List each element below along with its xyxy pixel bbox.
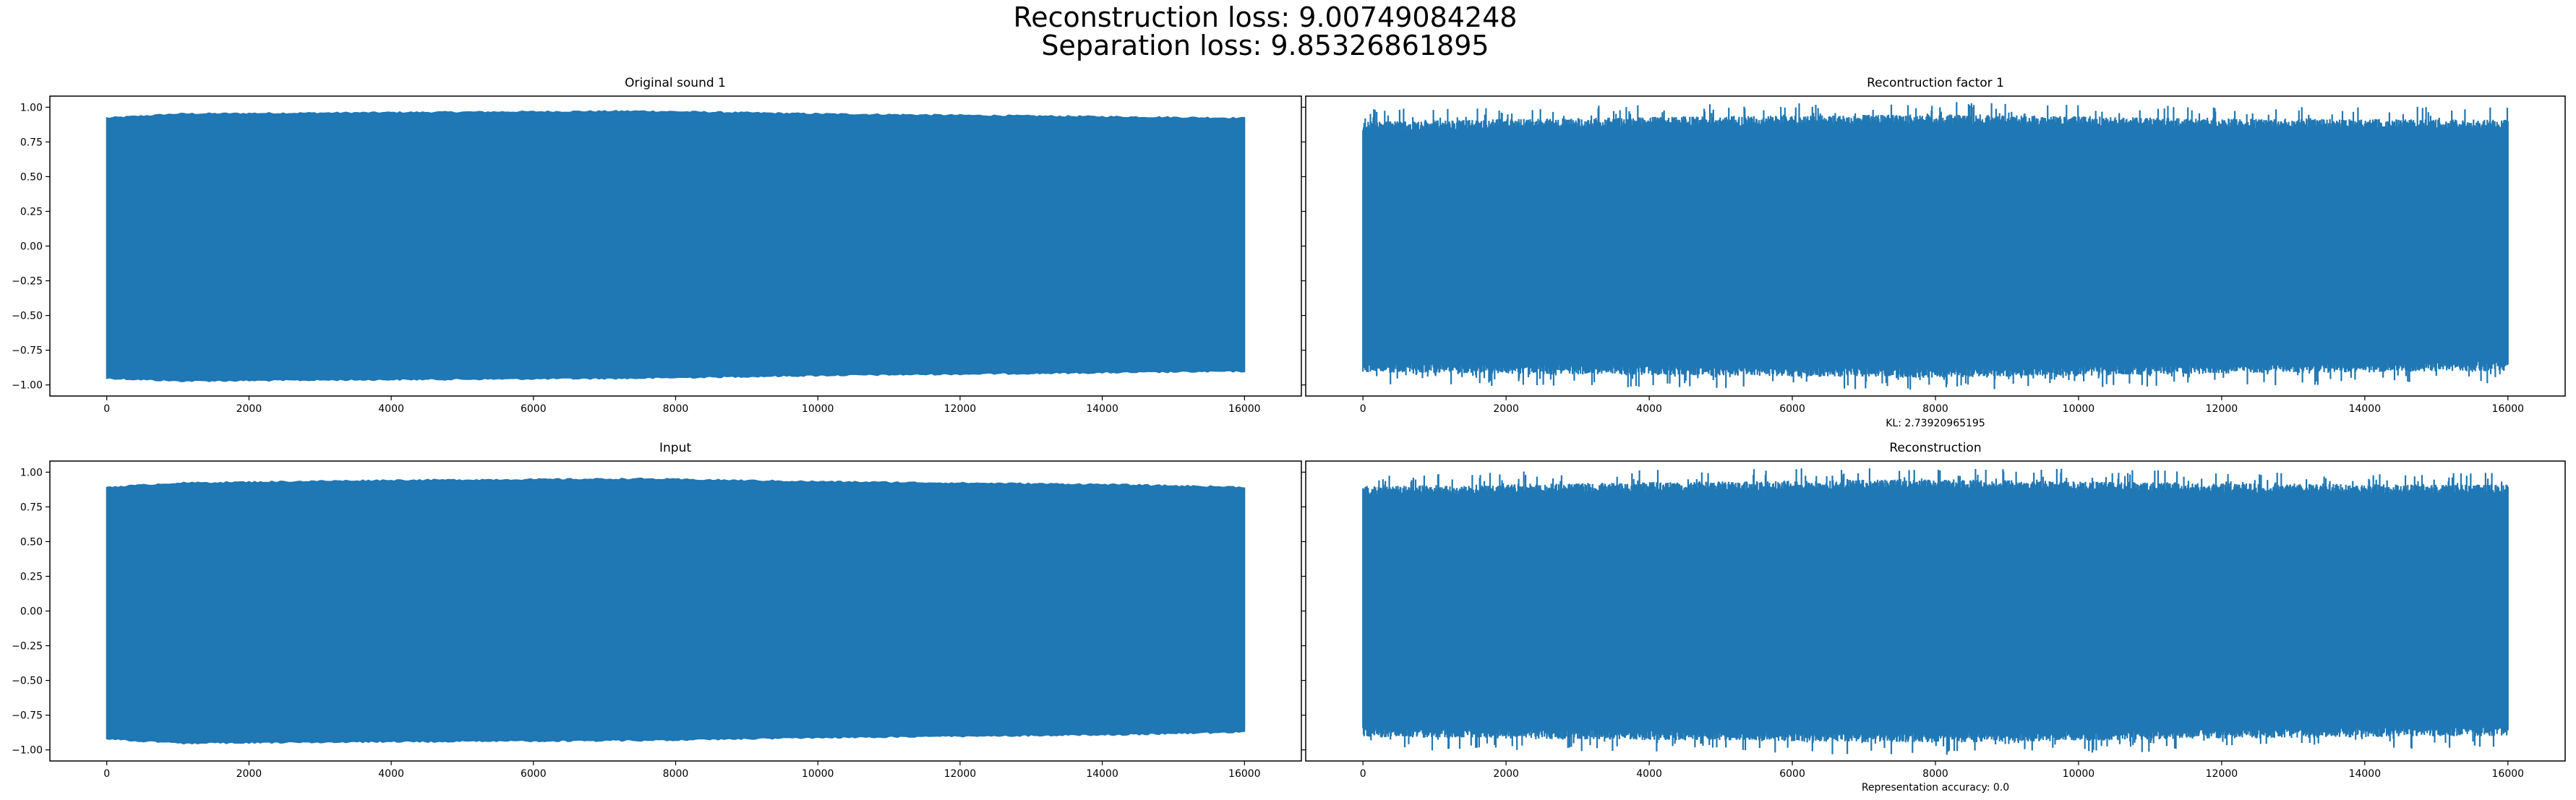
x-tick-label: 2000 bbox=[1493, 403, 1519, 415]
y-tick-label: 1.00 bbox=[20, 102, 43, 113]
x-tick-label: 16000 bbox=[2492, 768, 2525, 780]
x-tick-label: 4000 bbox=[378, 768, 404, 780]
x-tick-label: 10000 bbox=[2063, 768, 2095, 780]
x-tick-label: 2000 bbox=[236, 768, 262, 780]
y-tick-label: 0.75 bbox=[20, 502, 43, 513]
subplot-title: Recontruction factor 1 bbox=[1867, 76, 2004, 90]
x-tick-label: 12000 bbox=[2206, 403, 2238, 415]
x-tick-label: 2000 bbox=[236, 403, 262, 415]
y-tick-label: −1.00 bbox=[12, 380, 43, 392]
x-tick-label: 0 bbox=[103, 403, 110, 415]
x-tick-label: 8000 bbox=[663, 403, 689, 415]
subplot-title: Original sound 1 bbox=[625, 76, 726, 90]
x-tick-label: 0 bbox=[1360, 768, 1366, 780]
representation-accuracy-label: Representation accuracy: 0.0 bbox=[1862, 782, 2009, 793]
x-tick-label: 6000 bbox=[1779, 768, 1805, 780]
subplot-reconstruction: Reconstruction Representation accuracy: … bbox=[1301, 441, 2566, 793]
x-tick-label: 10000 bbox=[802, 768, 834, 780]
x-tick-label: 6000 bbox=[1779, 403, 1805, 415]
x-tick-label: 4000 bbox=[378, 403, 404, 415]
subplot-reconstruction-factor-1: Recontruction factor 1 KL: 2.73920965195… bbox=[1301, 76, 2566, 429]
y-tick-label: 0.25 bbox=[20, 571, 43, 582]
y-tick-label: 0.25 bbox=[20, 206, 43, 218]
x-tick-label: 16000 bbox=[1228, 768, 1261, 780]
y-tick-label: 0.00 bbox=[20, 241, 43, 253]
y-tick-label: 0.50 bbox=[20, 171, 43, 183]
subplot-title: Input bbox=[659, 441, 691, 455]
x-tick-label: 14000 bbox=[1086, 768, 1118, 780]
y-tick-label: −0.75 bbox=[12, 710, 43, 722]
y-tick-label: 0.75 bbox=[20, 137, 43, 148]
x-tick-label: 4000 bbox=[1636, 768, 1662, 780]
y-tick-label: 0.50 bbox=[20, 536, 43, 548]
x-tick-label: 8000 bbox=[663, 768, 689, 780]
subplot-input: Input 0 2000 4000 6000 8000 10000 12000 14000 16… bbox=[12, 441, 1302, 780]
waveform-body bbox=[1363, 134, 2508, 358]
x-tick-label: 14000 bbox=[2349, 403, 2382, 415]
y-tick-label: −0.75 bbox=[12, 345, 43, 357]
subplot-original-sound-1: Original sound 1 0 2000 4000 6000 8000 10000 1… bbox=[12, 76, 1302, 415]
suptitle-line-2: Separation loss: 9.85326861895 bbox=[1041, 30, 1489, 61]
x-tick-label: 4000 bbox=[1636, 403, 1662, 415]
x-tick-label: 0 bbox=[1360, 403, 1366, 415]
x-tick-label: 6000 bbox=[521, 768, 547, 780]
x-tick-label: 0 bbox=[103, 768, 110, 780]
waveform-series bbox=[106, 477, 1246, 745]
x-tick-label: 16000 bbox=[1228, 403, 1261, 415]
waveform-body bbox=[1363, 499, 2508, 723]
y-tick-label: 1.00 bbox=[20, 467, 43, 478]
x-tick-label: 12000 bbox=[2206, 768, 2238, 780]
y-tick-label: −0.25 bbox=[12, 276, 43, 288]
x-tick-label: 12000 bbox=[944, 768, 977, 780]
y-tick-label: −0.50 bbox=[12, 311, 43, 322]
y-tick-label: −0.25 bbox=[12, 641, 43, 653]
subplot-title: Reconstruction bbox=[1889, 441, 1981, 455]
x-tick-label: 6000 bbox=[521, 403, 547, 415]
x-tick-label: 8000 bbox=[1922, 768, 1948, 780]
x-tick-label: 2000 bbox=[1493, 768, 1519, 780]
x-tick-label: 10000 bbox=[802, 403, 834, 415]
x-tick-label: 10000 bbox=[2063, 403, 2095, 415]
x-tick-label: 16000 bbox=[2492, 403, 2525, 415]
y-tick-label: −0.50 bbox=[12, 676, 43, 687]
x-tick-label: 14000 bbox=[2349, 768, 2382, 780]
x-tick-label: 14000 bbox=[1086, 403, 1118, 415]
x-tick-label: 8000 bbox=[1922, 403, 1948, 415]
y-tick-label: −1.00 bbox=[12, 745, 43, 757]
waveform-series bbox=[106, 110, 1246, 382]
x-tick-label: 12000 bbox=[944, 403, 977, 415]
suptitle-line-1: Reconstruction loss: 9.00749084248 bbox=[1014, 1, 1518, 33]
kl-label: KL: 2.73920965195 bbox=[1886, 418, 1985, 429]
y-tick-label: 0.00 bbox=[20, 606, 43, 618]
